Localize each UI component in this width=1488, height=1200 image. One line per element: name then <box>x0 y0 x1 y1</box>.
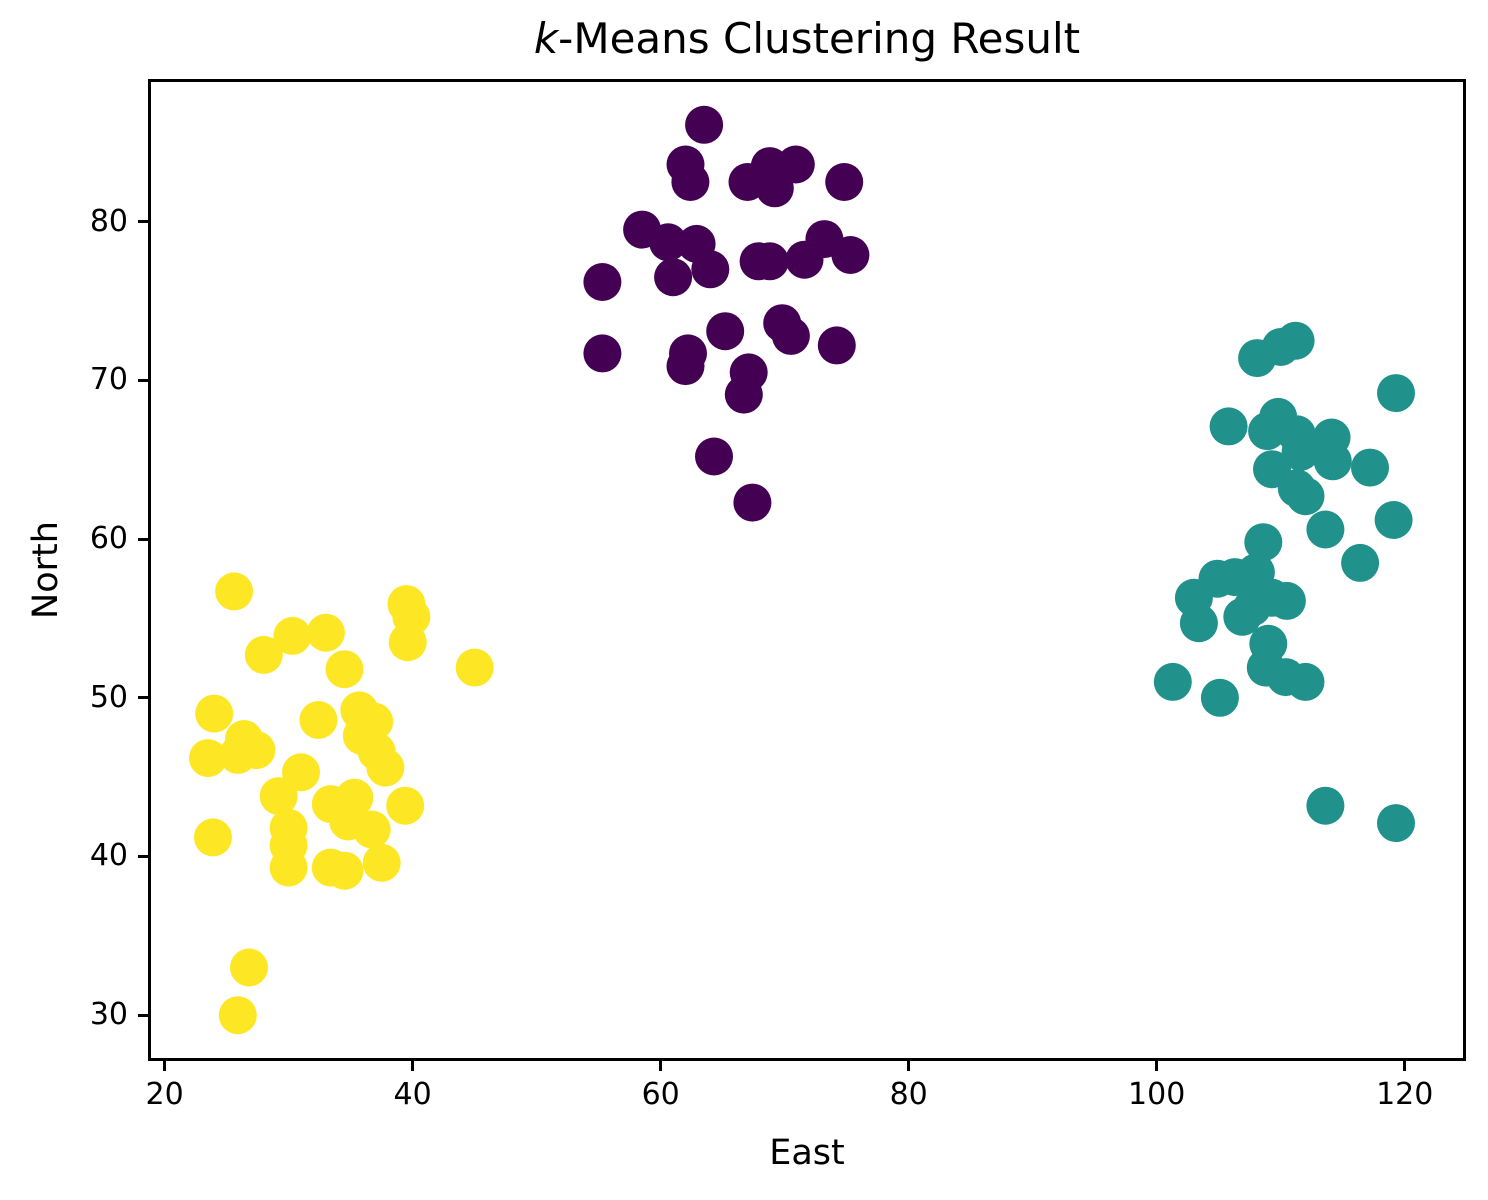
cluster-yellow-point <box>455 648 494 687</box>
cluster-yellow-point <box>325 650 364 689</box>
y-tick-label: 50 <box>89 679 128 715</box>
y-tick-label: 30 <box>89 997 128 1033</box>
cluster-purple-point <box>724 375 763 414</box>
cluster-yellow-point <box>306 613 345 652</box>
cluster-purple-point <box>654 258 693 297</box>
cluster-purple-point <box>691 250 730 289</box>
x-tick-label: 120 <box>1376 1077 1434 1112</box>
cluster-yellow-point <box>282 753 320 792</box>
y-tick-mark <box>138 220 151 224</box>
cluster-purple-point <box>831 236 870 274</box>
y-tick-mark <box>138 537 151 541</box>
x-tick-mark <box>1403 1058 1407 1071</box>
cluster-yellow-point <box>218 996 257 1035</box>
cluster-yellow-point <box>299 701 338 739</box>
cluster-yellow-point <box>386 786 425 825</box>
cluster-teal-point <box>1341 543 1380 582</box>
cluster-teal-point <box>1374 501 1413 539</box>
cluster-purple-point <box>750 242 789 281</box>
y-tick-label: 70 <box>89 362 128 398</box>
plot-area <box>148 79 1466 1061</box>
x-tick-mark <box>907 1058 911 1071</box>
cluster-teal-point <box>1209 407 1248 446</box>
chart-title-italic-k: k <box>533 14 559 63</box>
x-tick-mark <box>1155 1058 1159 1071</box>
cluster-teal-point <box>1377 374 1415 413</box>
cluster-teal-point <box>1267 581 1306 620</box>
cluster-yellow-point <box>194 818 232 857</box>
cluster-purple-point <box>685 105 724 144</box>
cluster-yellow-point <box>195 694 234 733</box>
cluster-yellow-point <box>215 572 254 611</box>
cluster-purple-point <box>695 437 733 476</box>
cluster-yellow-point <box>325 851 364 890</box>
cluster-teal-point <box>1286 477 1325 516</box>
cluster-purple-point <box>817 326 856 365</box>
x-tick-label: 80 <box>889 1077 928 1112</box>
cluster-purple-point <box>583 334 622 373</box>
cluster-purple-point <box>671 163 710 201</box>
cluster-teal-point <box>1306 786 1345 825</box>
scatter-points <box>189 105 1415 1035</box>
cluster-purple-point <box>649 223 688 262</box>
cluster-purple-point <box>666 347 705 386</box>
chart-title: k-Means Clustering Result <box>151 14 1463 63</box>
cluster-teal-point <box>1286 662 1325 701</box>
x-tick-mark <box>411 1058 415 1071</box>
cluster-yellow-point <box>388 623 427 662</box>
cluster-purple-point <box>733 483 772 522</box>
cluster-yellow-point <box>259 777 298 816</box>
cluster-yellow-point <box>189 739 227 778</box>
cluster-teal-point <box>1306 510 1345 549</box>
cluster-teal-point <box>1276 321 1315 360</box>
cluster-purple-point <box>706 312 745 351</box>
chart-title-rest: -Means Clustering Result <box>558 14 1081 63</box>
cluster-yellow-point <box>269 848 308 887</box>
x-tick-label: 20 <box>145 1077 184 1112</box>
y-tick-mark <box>138 378 151 382</box>
y-axis-label: North <box>26 521 66 619</box>
cluster-yellow-point <box>362 843 401 882</box>
y-tick-label: 60 <box>89 521 128 557</box>
y-tick-mark <box>138 696 151 700</box>
x-tick-mark <box>659 1058 663 1071</box>
x-tick-mark <box>163 1058 167 1071</box>
cluster-teal-point <box>1153 662 1192 701</box>
cluster-yellow-point <box>366 748 405 787</box>
cluster-teal-point <box>1281 432 1320 471</box>
cluster-purple-point <box>583 263 622 301</box>
x-axis-label: East <box>769 1133 845 1173</box>
x-tick-label: 60 <box>641 1077 680 1112</box>
cluster-purple-point <box>825 163 864 201</box>
y-tick-mark <box>138 854 151 858</box>
cluster-yellow-point <box>244 635 283 674</box>
x-tick-label: 100 <box>1128 1077 1186 1112</box>
cluster-purple-point <box>755 169 794 208</box>
cluster-teal-point <box>1377 804 1415 843</box>
x-tick-label: 40 <box>393 1077 432 1112</box>
cluster-teal-point <box>1244 523 1283 562</box>
cluster-teal-point <box>1200 678 1239 717</box>
cluster-teal-point <box>1351 448 1389 487</box>
cluster-teal-point <box>1179 604 1218 643</box>
cluster-purple-point <box>771 316 810 355</box>
cluster-yellow-point <box>218 735 257 774</box>
cluster-yellow-point <box>230 948 268 987</box>
cluster-yellow-point <box>352 810 391 849</box>
cluster-yellow-point <box>273 616 312 655</box>
cluster-teal-point <box>1313 442 1352 481</box>
y-tick-label: 80 <box>89 203 128 239</box>
y-tick-label: 40 <box>89 838 128 874</box>
y-tick-mark <box>138 1013 151 1017</box>
